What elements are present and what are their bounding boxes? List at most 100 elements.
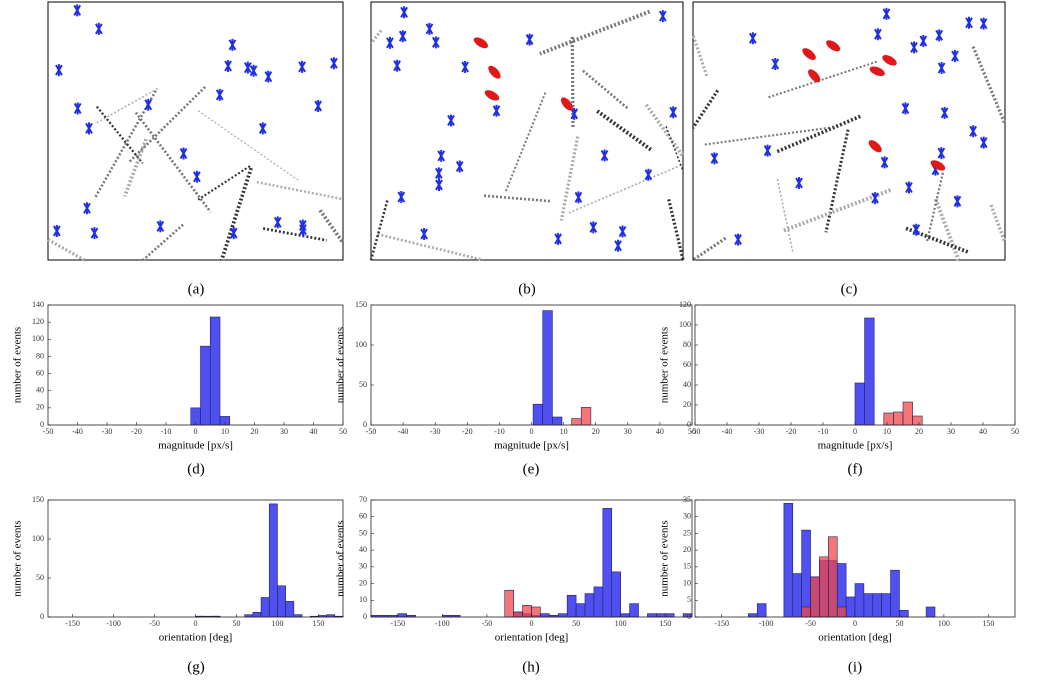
histogram-bar: [397, 613, 407, 618]
histogram-bar: [863, 593, 874, 618]
edge-events: [504, 92, 547, 192]
histogram-bar: [629, 603, 639, 618]
x-tick-label: 0: [194, 619, 198, 628]
caption: (f): [848, 461, 863, 477]
blue-feature: [83, 202, 91, 215]
y-tick-label: 60: [683, 360, 691, 369]
blue-feature: [435, 178, 443, 191]
plot-area: [371, 305, 692, 425]
x-tick-label: -30: [102, 427, 113, 436]
blue-feature: [912, 223, 921, 236]
blue-feature: [771, 57, 780, 70]
y-tick-label: 50: [359, 528, 367, 537]
blue-feature: [734, 233, 742, 246]
blue-feature: [193, 170, 201, 183]
x-tick-label: -10: [494, 427, 505, 436]
blue-feature: [386, 36, 394, 49]
x-axis-label: orientation [deg]: [818, 632, 892, 644]
blue-feature: [298, 60, 306, 73]
blue-feature: [710, 152, 719, 165]
y-tick-label: 30: [683, 512, 691, 521]
blue-feature: [52, 224, 61, 237]
x-tick-label: 150: [659, 619, 671, 628]
edge-events: [691, 35, 709, 77]
blue-feature: [618, 225, 627, 238]
x-axis-label: magnitude [px/s]: [818, 440, 893, 452]
histogram-bar: [912, 415, 923, 426]
histogram-bar: [602, 508, 613, 618]
blue-feature: [215, 88, 224, 101]
caption: (h): [522, 659, 540, 675]
blue-feature: [965, 16, 973, 29]
y-tick-label: 0: [687, 420, 691, 429]
blue-feature: [447, 114, 455, 127]
histogram-bar: [664, 613, 675, 618]
y-tick-label: 40: [683, 380, 691, 389]
y-tick-label: 50: [36, 573, 44, 582]
blue-feature: [314, 100, 322, 113]
image-frame: [47, 1, 344, 261]
y-axis-label: number of events: [335, 327, 347, 403]
histogram-bar: [881, 593, 891, 618]
y-tick-label: 10: [359, 595, 367, 604]
histogram-bar: [801, 606, 811, 618]
histogram-bar: [810, 576, 820, 618]
caption: (d): [187, 461, 205, 477]
blue-feature: [249, 64, 258, 77]
y-tick-label: 60: [359, 512, 367, 521]
x-axis-label: magnitude [px/s]: [158, 440, 233, 452]
histogram-bar: [611, 571, 621, 618]
x-tick-label: 40: [656, 427, 664, 436]
histogram-bar: [647, 613, 657, 618]
y-tick-label: 40: [36, 386, 44, 395]
edge-events: [691, 89, 720, 129]
x-tick-label: 50: [339, 427, 347, 436]
y-tick-label: 80: [683, 340, 691, 349]
red-feature: [802, 48, 816, 60]
x-tick-label: 30: [624, 427, 632, 436]
blue-feature: [795, 176, 803, 189]
edge-events: [768, 60, 878, 99]
x-tick-label: -100: [435, 619, 450, 628]
x-tick-label: 40: [310, 427, 318, 436]
edge-events: [134, 111, 212, 213]
histogram-bar: [552, 416, 563, 426]
x-tick-label: -150: [390, 619, 405, 628]
edge-events: [582, 69, 629, 110]
histogram-bar: [557, 613, 568, 618]
histogram-bar: [540, 613, 550, 618]
x-tick-label: 0: [194, 427, 198, 436]
y-tick-label: 100: [32, 334, 44, 343]
caption: (c): [841, 281, 858, 297]
caption: (e): [523, 461, 540, 477]
histogram-bar: [872, 593, 882, 618]
blue-feature: [299, 223, 307, 236]
histogram-bar: [277, 585, 286, 618]
blue-feature: [425, 22, 434, 35]
edge-events: [142, 223, 184, 261]
y-tick-label: 150: [355, 300, 367, 309]
red-feature: [826, 40, 841, 52]
blue-feature: [393, 59, 401, 72]
blue-feature: [969, 125, 978, 138]
blue-feature: [905, 181, 913, 194]
histogram-bar: [575, 603, 586, 618]
y-tick-label: 120: [679, 300, 691, 309]
red-feature: [473, 37, 488, 49]
histogram-bar: [571, 418, 582, 426]
y-tick-label: 0: [40, 612, 44, 621]
x-tick-label: 100: [615, 619, 627, 628]
y-tick-label: 5: [687, 595, 691, 604]
histogram-bar: [542, 310, 553, 426]
y-tick-label: 35: [683, 495, 691, 504]
blue-feature: [434, 167, 443, 180]
x-tick-label: 30: [280, 427, 288, 436]
x-tick-label: -40: [722, 427, 733, 436]
histogram-bar: [783, 503, 794, 618]
plot-area: [48, 305, 343, 425]
y-tick-label: 15: [683, 562, 691, 571]
y-tick-label: 120: [32, 317, 44, 326]
event-images: [47, 1, 1007, 262]
red-feature: [484, 90, 500, 101]
